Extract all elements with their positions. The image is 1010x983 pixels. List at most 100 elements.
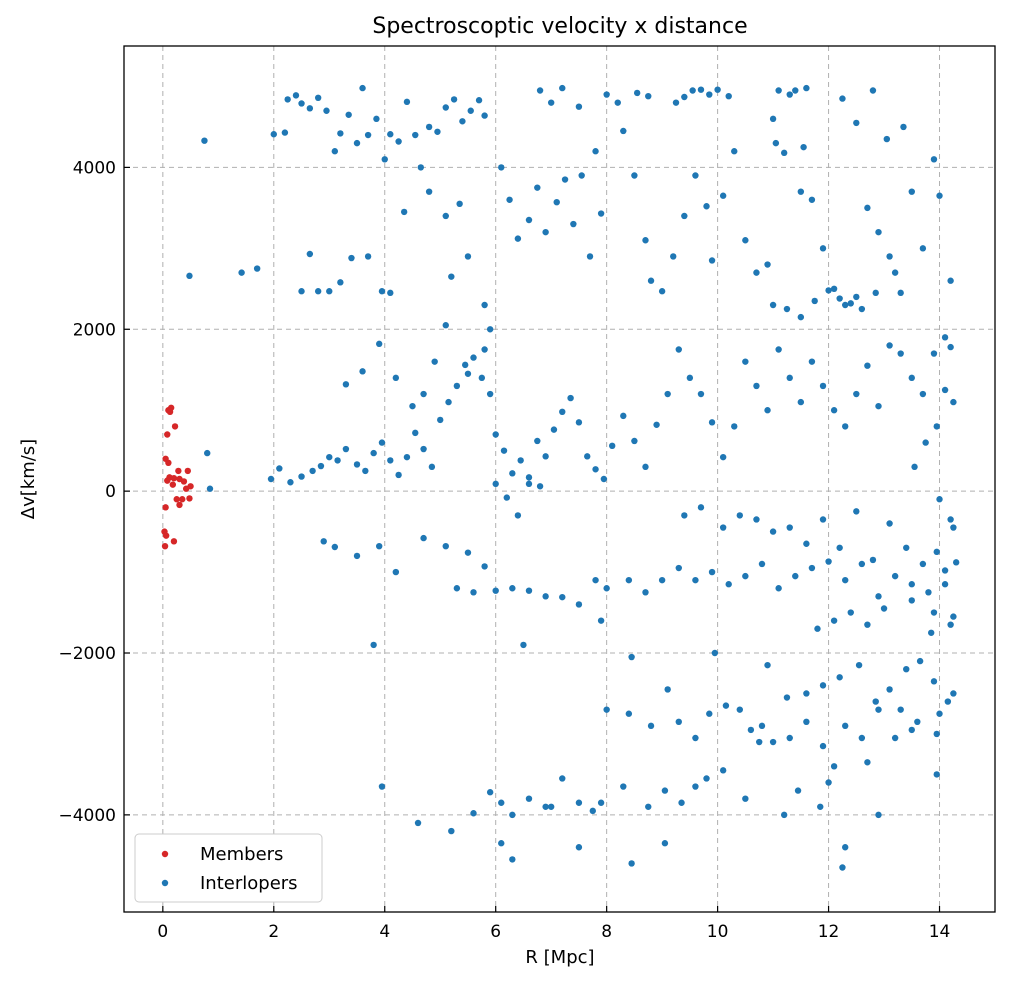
interlopers-point (498, 164, 505, 171)
interlopers-point (412, 429, 419, 437)
interlopers-point (547, 99, 555, 106)
interlopers-point (395, 471, 402, 479)
interlopers-point (498, 840, 505, 847)
legend-box (134, 833, 323, 903)
members-point (186, 495, 193, 502)
interlopers-point (284, 96, 291, 103)
interlopers-point (675, 718, 682, 725)
interlopers-point (420, 534, 427, 542)
interlopers-point (764, 261, 771, 268)
interlopers-point (858, 560, 866, 568)
interlopers-point (409, 402, 416, 410)
interlopers-point (625, 576, 633, 584)
interlopers-point (326, 453, 333, 461)
interlopers-point (697, 86, 705, 93)
interlopers-point (478, 374, 486, 382)
interlopers-point (842, 576, 849, 584)
interlopers-point (492, 480, 499, 488)
interlopers-point (442, 212, 449, 220)
x-tick-label: 10 (707, 922, 729, 942)
interlopers-point (253, 265, 261, 272)
interlopers-point (731, 148, 738, 155)
interlopers-point (792, 572, 799, 580)
interlopers-point (525, 795, 533, 802)
interlopers-point (647, 277, 655, 284)
interlopers-point (952, 559, 960, 566)
interlopers-point (950, 398, 957, 406)
interlopers-point (520, 641, 527, 649)
interlopers-point (670, 253, 677, 260)
interlopers-point (825, 287, 832, 294)
interlopers-point (664, 686, 671, 693)
members-point (184, 467, 191, 475)
interlopers-point (514, 235, 522, 242)
interlopers-point (803, 540, 810, 547)
interlopers-point (506, 196, 513, 203)
interlopers-point (334, 457, 341, 464)
interlopers-point (575, 799, 583, 806)
interlopers-point (434, 128, 441, 135)
y-tick-label: 0 (105, 482, 116, 502)
interlopers-point (936, 192, 943, 199)
interlopers-point (337, 130, 344, 137)
interlopers-point (317, 462, 325, 470)
interlopers-point (858, 305, 866, 313)
interlopers-point (719, 453, 727, 461)
interlopers-point (736, 512, 743, 519)
interlopers-point (900, 123, 907, 131)
interlopers-point (880, 605, 888, 612)
interlopers-point (661, 787, 669, 794)
scatter-points (161, 84, 960, 871)
members-point (171, 423, 179, 430)
interlopers-point (742, 237, 749, 244)
interlopers-point (803, 718, 810, 725)
interlopers-point (309, 467, 316, 475)
members-point (170, 474, 178, 482)
interlopers-point (628, 653, 635, 661)
interlopers-point (842, 301, 849, 309)
interlopers-point (559, 593, 566, 601)
interlopers-point (448, 827, 455, 835)
interlopers-point (359, 84, 366, 92)
y-tick-label: 4000 (73, 158, 116, 178)
interlopers-point (395, 138, 402, 145)
interlopers-point (875, 593, 882, 600)
interlopers-point (794, 787, 802, 794)
interlopers-point (825, 779, 832, 786)
x-tick-label: 12 (818, 922, 840, 942)
interlopers-point (536, 87, 544, 94)
interlopers-point (714, 86, 721, 93)
interlopers-point (836, 295, 843, 302)
members-point (176, 501, 183, 509)
interlopers-point (609, 442, 616, 450)
interlopers-point (775, 87, 782, 94)
interlopers-point (908, 374, 915, 382)
interlopers-point (542, 228, 549, 236)
interlopers-point (947, 343, 954, 351)
interlopers-point (314, 94, 322, 102)
interlopers-point (742, 358, 749, 365)
interlopers-point (481, 112, 488, 119)
interlopers-point (450, 96, 458, 103)
interlopers-point (342, 445, 350, 453)
interlopers-point (470, 810, 477, 817)
interlopers-point (442, 104, 449, 111)
interlopers-point (417, 164, 425, 171)
interlopers-point (853, 508, 860, 515)
interlopers-point (919, 390, 927, 398)
interlopers-point (903, 666, 910, 673)
interlopers-point (567, 394, 574, 402)
interlopers-point (692, 576, 699, 584)
interlopers-point (625, 710, 633, 717)
interlopers-point (753, 269, 760, 276)
interlopers-point (645, 803, 652, 810)
legend-interlopers-marker (161, 879, 169, 887)
interlopers-point (400, 208, 408, 216)
interlopers-point (758, 560, 766, 568)
interlopers-point (842, 844, 849, 851)
interlopers-point (675, 564, 682, 572)
interlopers-point (281, 129, 289, 136)
interlopers-point (287, 479, 294, 486)
interlopers-point (808, 196, 816, 203)
interlopers-point (941, 581, 949, 588)
